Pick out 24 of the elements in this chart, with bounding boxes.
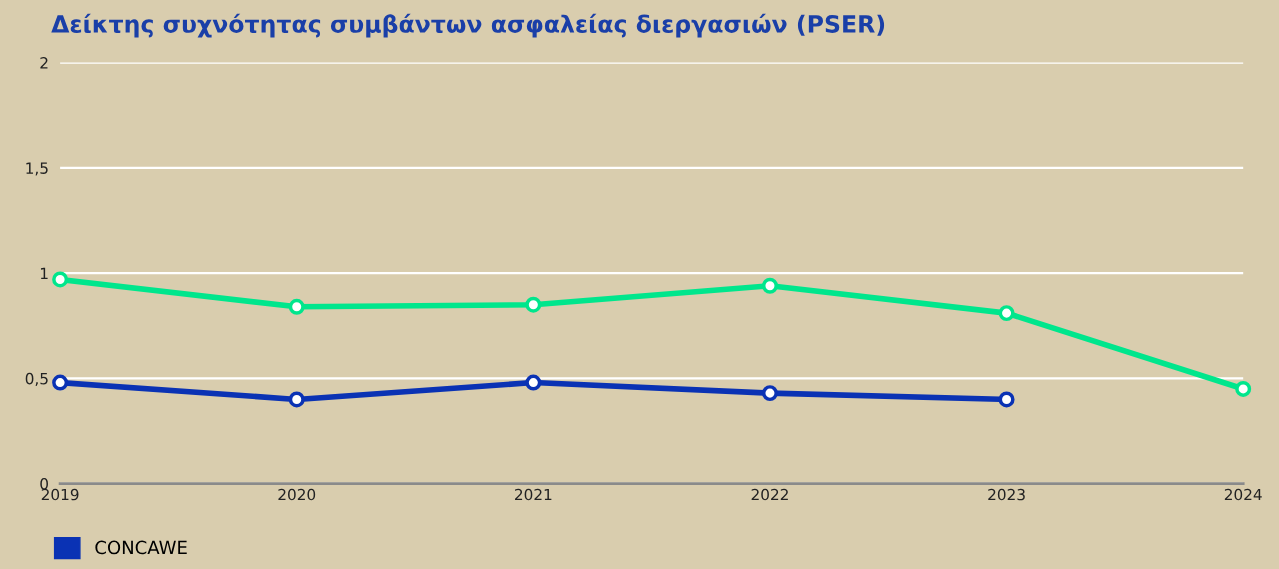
point [998,305,1015,322]
x-tick-label: 2019 [41,488,79,501]
point [52,271,69,288]
x-tick-label: 2023 [988,488,1025,501]
point [525,296,542,313]
point [761,277,778,294]
y-tick-label: 0,5 [25,372,48,386]
point [998,391,1015,408]
point [761,385,778,402]
y-tick-label: 1 [40,267,48,279]
point [52,374,69,391]
x-tick-label: 2021 [515,488,552,501]
y-tick-label: 0 [40,478,48,490]
point [288,298,305,315]
point [1235,380,1252,397]
point [288,391,305,408]
y-tick-label: 1,5 [26,162,48,176]
legend-label: CONCAWE [95,540,187,555]
y-tick-label: 2 [40,57,48,69]
chart-title: Δείκτης συχνότητας συμβάντων ασφαλείας διεργασιών (PSER) [51,13,885,38]
x-tick-label: 2020 [278,488,316,501]
point [525,374,542,391]
x-tick-label: 2022 [751,488,788,501]
x-tick-label: 2024 [1224,488,1262,501]
